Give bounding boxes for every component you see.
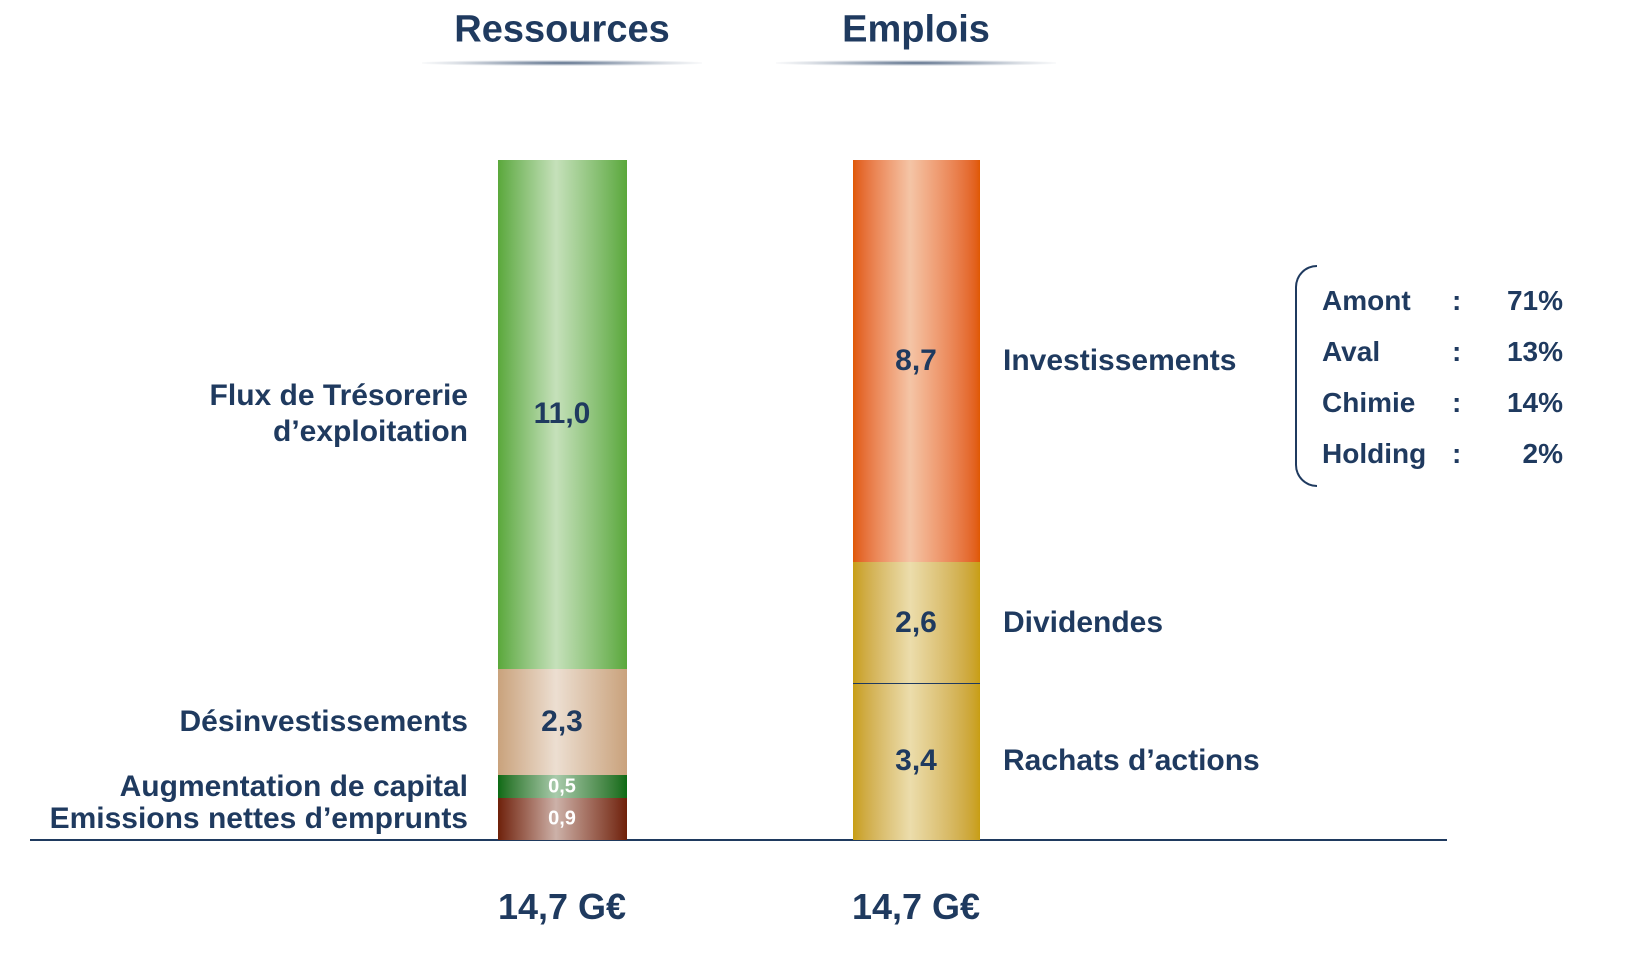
bar-segment bbox=[852, 562, 980, 683]
brace bbox=[1295, 265, 1317, 487]
title-underline bbox=[776, 60, 1056, 66]
breakdown-value: 14% bbox=[1506, 387, 1563, 418]
value-label: 3,4 bbox=[895, 744, 937, 778]
bar-segment bbox=[497, 668, 627, 776]
segment-label: Investissements bbox=[1003, 344, 1237, 378]
breakdown-separator: : bbox=[1452, 387, 1462, 418]
breakdown-separator: : bbox=[1452, 285, 1462, 316]
segment-label: Dividendes bbox=[1003, 605, 1164, 639]
column-title: Ressources bbox=[454, 8, 670, 51]
breakdown-name: Holding bbox=[1322, 438, 1427, 469]
breakdown-name: Chimie bbox=[1322, 387, 1416, 418]
title-underline bbox=[422, 60, 702, 66]
value-label: 2,6 bbox=[895, 605, 937, 639]
segment-label: Désinvestissements bbox=[179, 705, 469, 739]
value-label: 2,3 bbox=[541, 705, 583, 739]
total-label: 14,7 G€ bbox=[851, 886, 981, 927]
breakdown-name: Amont bbox=[1322, 285, 1411, 316]
bar-segment bbox=[497, 775, 627, 799]
breakdown-value: 13% bbox=[1506, 336, 1563, 367]
breakdown-name: Aval bbox=[1322, 336, 1381, 367]
breakdown-separator: : bbox=[1452, 438, 1462, 469]
breakdown-value: 2% bbox=[1522, 438, 1563, 469]
value-label: 0,5 bbox=[548, 775, 576, 798]
segment-label: Flux de Trésorerie d’exploitation bbox=[209, 379, 468, 449]
segment-label: Augmentation de capital bbox=[119, 769, 468, 803]
column-title: Emplois bbox=[842, 8, 990, 51]
bar-segment bbox=[852, 160, 980, 563]
bar-segment bbox=[497, 160, 627, 669]
breakdown-separator: : bbox=[1452, 336, 1462, 367]
value-label: 8,7 bbox=[895, 344, 937, 378]
total-label: 14,7 G€ bbox=[497, 886, 627, 927]
value-label: 11,0 bbox=[533, 397, 591, 431]
bar-segment bbox=[497, 798, 627, 840]
segment-label: Emissions nettes d’emprunts bbox=[49, 802, 468, 836]
value-label: 0,9 bbox=[548, 807, 576, 830]
segment-label: Rachats d’actions bbox=[1003, 744, 1260, 778]
baseline bbox=[30, 839, 1447, 841]
breakdown-value: 71% bbox=[1506, 285, 1563, 316]
bar-segment bbox=[852, 682, 980, 840]
